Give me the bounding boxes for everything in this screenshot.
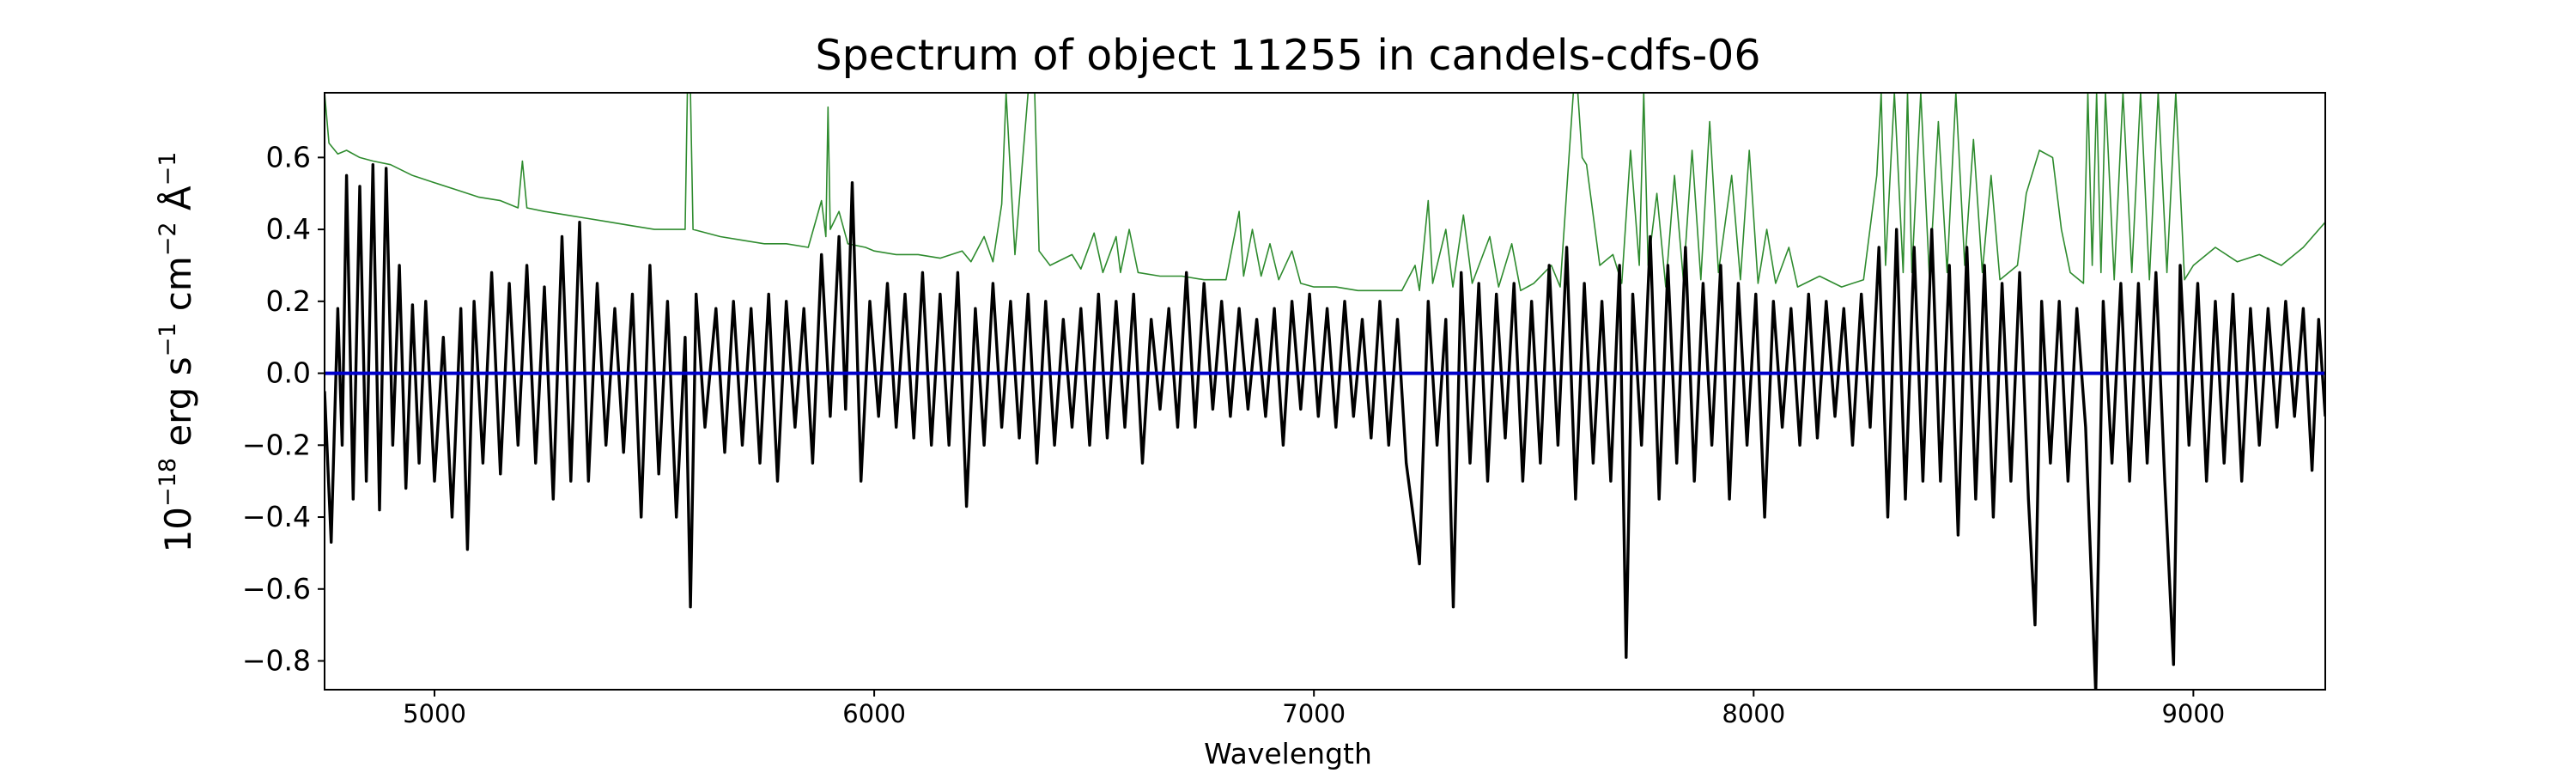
y-axis-label-unit-2: cm <box>157 256 199 323</box>
x-tick-label: 8000 <box>1722 699 1785 728</box>
chart-title: Spectrum of object 11255 in candels-cdfs… <box>815 31 1761 80</box>
x-tick-label: 7000 <box>1282 699 1346 728</box>
y-axis-label-base-exponent: −18 <box>155 458 181 508</box>
y-axis-label-unit-1: erg s <box>157 356 199 459</box>
x-tick-label: 6000 <box>842 699 906 728</box>
x-tick-label: 5000 <box>403 699 466 728</box>
sky-model-line <box>325 93 2325 292</box>
x-axis: 5000 6000 7000 8000 9000 <box>403 690 2225 728</box>
x-tick-label: 9000 <box>2161 699 2225 728</box>
y-axis-label-unit-3-exponent: −1 <box>155 151 181 186</box>
y-axis-label-unit-1-exponent: −1 <box>155 322 181 357</box>
x-axis-label: Wavelength <box>1204 737 1372 770</box>
y-tick-label: 0.6 <box>266 140 311 173</box>
y-axis-label-unit-2-exponent: −2 <box>155 222 181 257</box>
y-tick-label: −0.4 <box>242 500 311 533</box>
y-tick-label: −0.6 <box>242 572 311 606</box>
y-tick-label: 0.4 <box>266 212 311 246</box>
spectrum-line <box>325 162 2325 690</box>
axes-frame <box>324 92 2326 691</box>
y-tick-label: −0.2 <box>242 428 311 461</box>
y-axis-label-base: 10 <box>157 507 199 553</box>
y-tick-label: 0.2 <box>266 284 311 318</box>
y-tick-label: 0.0 <box>266 356 311 390</box>
y-axis-label: 10−18 erg s−1 cm−2 Å−1 <box>155 152 199 553</box>
series-layer <box>325 93 2325 690</box>
y-tick-label: −0.8 <box>242 644 311 678</box>
y-axis: 0.6 0.4 0.2 0.0 −0.2 −0.4 −0.6 −0.8 <box>242 140 325 678</box>
y-axis-label-unit-3: Å <box>157 186 199 222</box>
